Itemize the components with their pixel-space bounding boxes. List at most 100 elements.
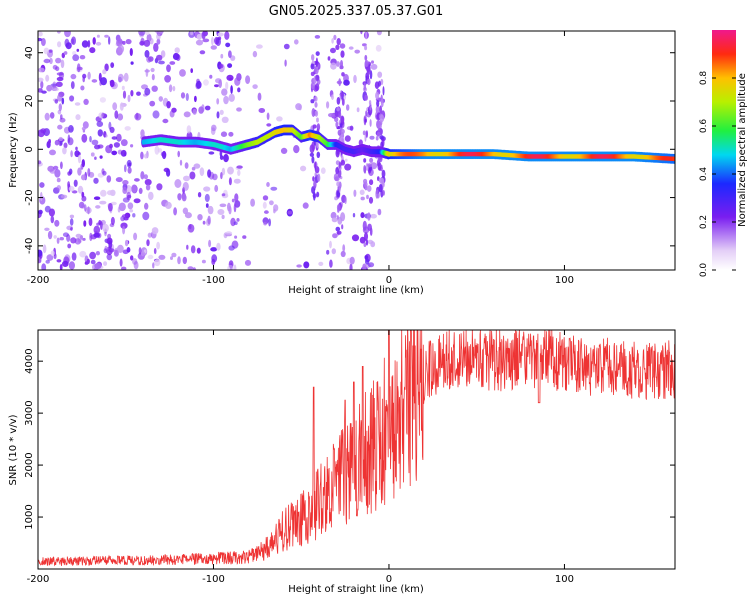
spectrogram-noise-blob [225,42,231,48]
spectrogram-streak-blob [314,96,318,102]
spectrogram-ridge-layer [141,124,675,164]
spectrogram-noise-blob [370,63,378,70]
spectrogram-noise-blob [171,252,177,258]
spectrogram-streak-blob [336,230,342,235]
spectrogram-noise-blob [367,239,374,244]
spectrogram-noise-blob [197,214,203,221]
spectrogram-noise-blob [166,168,171,177]
spectrogram-noise-blob [201,259,206,264]
spectrogram-noise-blob [231,198,235,203]
spectrogram-noise-blob [120,149,127,157]
spectrogram-noise-blob [81,40,89,48]
spectrogram-streak-blob [338,111,342,119]
spectrogram-noise-blob [119,102,124,111]
spectrogram-noise-blob [68,186,75,192]
spectrogram-streak-blob [315,74,320,82]
spectrogram-streak-blob [316,191,320,198]
spectrogram-noise-blob [263,221,267,226]
spectrogram-noise-blob [57,31,61,34]
spectrogram-noise-blob [221,193,226,197]
spectrogram-streak-blob [316,123,321,131]
spectrogram-noise-blob [320,167,326,174]
spectrogram-streak-blob [335,121,339,128]
spectrogram-noise-blob [375,44,382,52]
spectrogram-noise-blob [330,62,337,70]
spectrogram-noise-blob [105,134,108,138]
spectrogram-noise-blob [353,74,357,84]
spectrogram-noise-blob [138,247,142,255]
spectrogram-streak-blob [316,151,321,158]
spectrogram-streak-blob [335,167,339,175]
spectrogram-noise-blob [38,249,43,257]
spectrogram-noise-blob [129,209,134,213]
spectrogram-noise-blob [38,37,43,42]
spectrogram-noise-blob [102,170,107,176]
spectrogram-noise-blob [44,227,50,231]
spectrogram-x-label: Height of straight line (km) [288,285,424,296]
spectrogram-noise-blob [351,234,360,242]
spectrogram-noise-blob [214,84,219,88]
spectrogram-noise-blob [215,37,221,46]
spectrogram-noise-blob [179,69,186,77]
spectrogram-streak-blob [317,173,321,182]
spectrogram-noise-blob [330,47,336,54]
spectrogram-noise-blob [233,264,237,270]
spectrogram-noise-blob [77,185,84,194]
spectrogram-noise-blob [57,94,63,102]
spectrogram-noise-blob [146,33,152,42]
spectrogram-noise-blob [122,40,126,45]
spectrogram-noise-blob [181,194,187,202]
spectrogram-streak-blob [314,101,318,108]
spectrogram-noise-blob [234,77,241,86]
spectrogram-noise-blob [63,142,68,149]
spectrogram-noise-blob [59,264,63,270]
spectrogram-noise-blob [94,156,97,160]
spectrogram-noise-blob [158,60,165,65]
spectrogram-noise-blob [219,203,227,208]
spectrogram-noise-blob [331,248,336,255]
spectrogram-streak-blob [375,136,379,141]
spectrogram-noise-blob [117,44,125,54]
spectrogram-streak-blob [336,215,339,220]
spectrogram-noise-blob [190,245,196,254]
spectrogram-noise-blob [202,31,208,37]
spectrogram-noise-blob [144,153,148,159]
spectrogram-streak-blob [310,82,316,90]
spectrogram-noise-blob [360,31,363,35]
spectrogram-noise-blob [302,202,309,209]
spectrogram-noise-blob [158,96,163,102]
spectrogram-noise-blob [151,73,155,81]
spectrogram-noise-blob [93,196,101,200]
spectrogram-noise-blob [314,35,321,39]
spectrogram-noise-blob [219,109,224,115]
spectrogram-streak-blob [366,194,369,200]
spectrogram-streak-blob [338,182,341,193]
spectrogram-noise-blob [69,218,74,226]
spectrogram-noise-blob [199,167,205,177]
spectrogram-noise-blob [127,94,131,103]
spectrogram-streak-blob [362,130,366,136]
spectrogram-y-axis: -40 -20 0 20 40 [24,46,675,254]
spectrogram-noise-blob [74,102,81,106]
spectrogram-noise-blob [89,135,92,143]
spectrogram-noise-blob [81,191,85,198]
spectrogram-noise-blob [134,113,142,121]
spectrogram-noise-blob [136,91,141,96]
spectrogram-streak-blob [310,99,315,104]
spectrogram-streak-blob [363,242,367,248]
spectrogram-streak-blob [379,105,383,114]
spectrogram-noise-blob [192,267,196,270]
spectrogram-streak-blob [315,51,320,56]
spectrogram-noise-blob [117,113,124,121]
spectrogram-noise-blob [276,116,283,122]
spectrogram-x-tick-label: 100 [555,275,574,286]
spectrogram-noise-blob [326,249,330,255]
spectrogram-streak-blob [377,162,382,171]
spectrogram-streak-blob [336,204,341,211]
spectrogram-streak-blob [375,91,380,100]
spectrogram-y-tick-label: -40 [24,238,35,254]
spectrogram-noise-blob [70,81,75,90]
spectrogram-noise-blob [60,194,68,199]
spectrogram-streak-blob [340,115,345,123]
spectrogram-streak-blob [311,54,315,61]
